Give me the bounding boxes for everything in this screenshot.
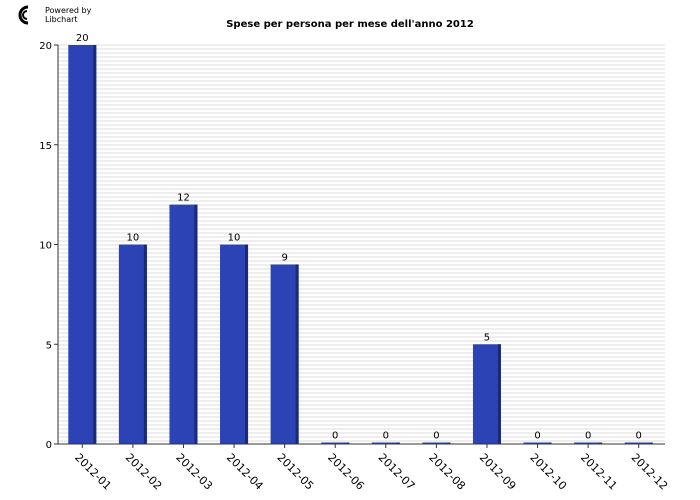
libchart-logo-icon [18,5,29,25]
bar [624,442,653,444]
x-tick-label: 2012-11 [578,451,620,493]
bar-2012-11: 0 [574,431,603,444]
data-label: 0 [332,431,338,442]
y-axis: 0 5 10 15 20 [39,41,59,451]
bar [523,442,552,444]
powered-by-text: Powered by Libchart [45,6,91,24]
bar-2012-01: 20 [68,33,97,444]
bar [169,204,198,444]
bar-2012-10: 0 [523,431,552,444]
x-tick-label: 2012-04 [224,451,266,493]
bar [220,244,249,444]
data-label: 5 [484,332,490,343]
x-tick-label: 2012-08 [426,451,468,493]
x-tick-label: 2012-02 [123,451,165,493]
bar-2012-08: 0 [422,431,451,444]
x-tick-label: 2012-10 [527,451,569,493]
bar [321,442,350,444]
libchart-logo: Powered by Libchart [16,5,106,27]
bar [574,442,603,444]
bar-2012-07: 0 [371,431,400,444]
data-label: 0 [636,431,642,442]
y-tick-label: 0 [46,440,52,451]
bar-shadow [143,244,147,444]
y-tick-label: 20 [39,41,52,52]
bar-2012-09: 5 [472,332,501,444]
y-tick-label: 15 [39,141,52,152]
data-label: 0 [433,431,439,442]
bar-shadow [548,442,552,444]
x-axis: 2012-01 2012-02 2012-03 2012-04 2012-05 2012-… [58,443,671,493]
grid-lines [58,44,665,442]
bar-shadow [346,442,350,444]
data-label: 12 [177,193,190,204]
bar [371,442,400,444]
data-label: 9 [281,252,287,263]
bar-2012-12: 0 [624,431,653,444]
x-tick-label: 2012-12 [629,451,671,493]
data-label: 0 [383,431,389,442]
x-tick-label: 2012-05 [275,451,317,493]
x-tick-label: 2012-09 [477,451,519,493]
data-label: 0 [585,431,591,442]
bar [68,45,97,444]
bar-2012-04: 10 [220,233,249,444]
bar-shadow [396,442,400,444]
y-tick-label: 10 [39,241,52,252]
data-label: 10 [127,233,140,244]
x-tick-label: 2012-03 [173,451,215,493]
bar-shadow [649,442,653,444]
x-tick-label: 2012-01 [72,451,114,493]
bar-2012-05: 9 [270,252,299,444]
bars: 20 10 12 10 9 0 0 0 5 0 0 0 [68,33,653,444]
bar [118,244,147,444]
bar-2012-02: 10 [118,233,147,444]
bar-2012-03: 12 [169,193,198,444]
chart-title: Spese per persona per mese dell'anno 201… [226,19,474,30]
bar-shadow [447,442,451,444]
bar-shadow [194,204,198,444]
data-label: 20 [76,33,89,44]
bar-2012-06: 0 [321,431,350,444]
powered-by-line: Powered by [45,6,92,15]
bar-shadow [245,244,249,444]
bar-shadow [93,45,97,444]
libchart-name: Libchart [45,15,78,24]
bar [422,442,451,444]
x-tick-label: 2012-07 [376,451,418,493]
y-tick-label: 5 [46,340,52,351]
data-label: 0 [534,431,540,442]
bar-shadow [497,344,501,444]
bar-shadow [599,442,603,444]
bar [270,264,299,444]
bar [472,344,501,444]
x-tick-label: 2012-06 [325,451,367,493]
data-label: 10 [228,233,241,244]
bar-shadow [295,264,299,444]
